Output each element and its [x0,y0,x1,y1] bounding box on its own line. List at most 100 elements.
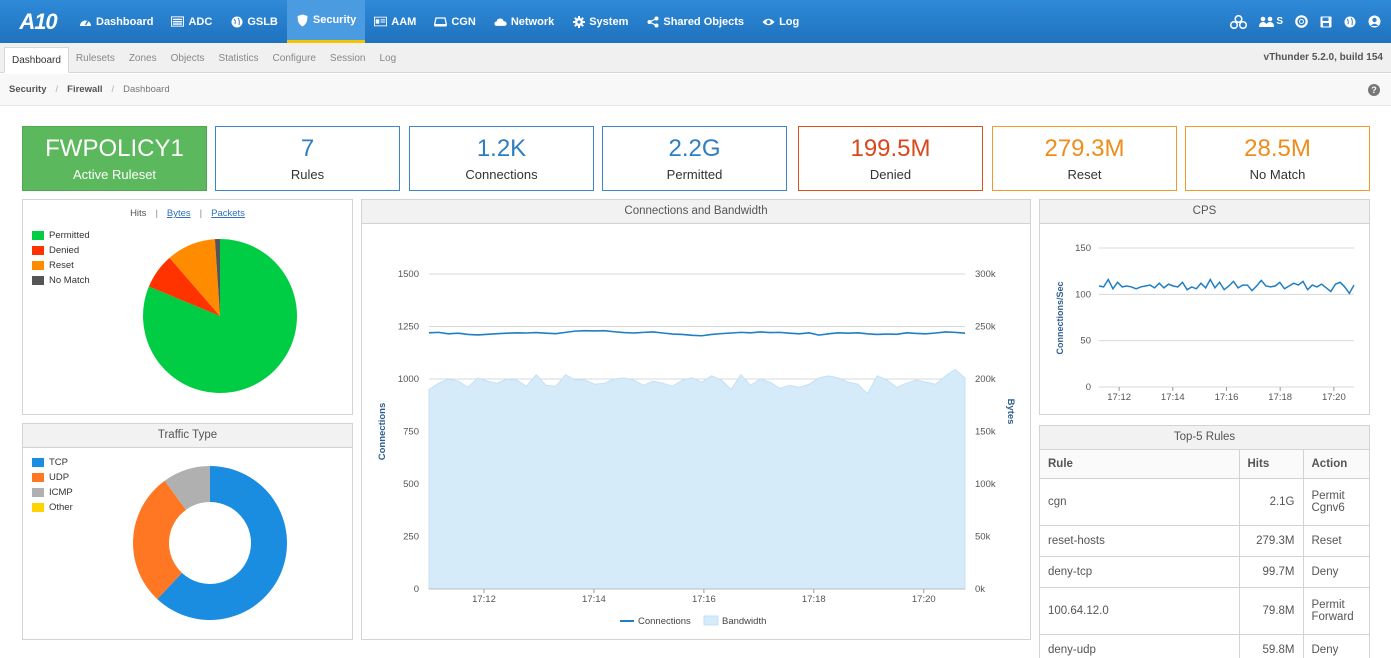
card-rules[interactable]: 7 Rules [215,126,400,191]
x-tick-label: 17:18 [1268,392,1292,403]
nav-cgn[interactable]: CGN [425,0,484,43]
a10-logo[interactable]: A10 [19,8,57,34]
cell-action: Deny [1303,556,1369,588]
panel-title: CPS [1040,200,1369,224]
tab-packets[interactable]: Packets [211,208,245,219]
breadcrumb-security[interactable]: Security [9,84,47,95]
nav-system[interactable]: System [563,0,637,43]
nav-label: System [589,15,629,28]
top-nav: A10 Dashboard ADC GSLB Security AAM CGN [0,0,1391,43]
connections-bandwidth-chart: 0 250 500 750 1000 1250 1500 0k 50k 100k 150k 200k 2… [377,269,1016,627]
y-tick-label: 250 [403,532,419,543]
hits-pie-chart [143,239,297,393]
save-icon[interactable] [1320,16,1332,28]
lifebuoy-icon[interactable] [1295,15,1308,28]
card-permitted[interactable]: 2.2G Permitted [602,126,787,191]
nav-aam[interactable]: AAM [365,0,425,43]
table-row[interactable]: reset-hosts 279.3M Reset [1040,525,1369,557]
tab-bytes[interactable]: Bytes [166,208,191,219]
eye-icon [762,15,775,28]
x-tick-label: 17:16 [692,594,716,605]
card-active-ruleset[interactable]: FWPOLICY1 Active Ruleset [22,126,207,191]
traffic-donut-chart [133,466,288,620]
y-tick-label: 750 [403,427,419,438]
card-value: FWPOLICY1 [45,135,184,162]
cell-action: Reset [1303,525,1369,557]
globe-language-icon[interactable] [1344,16,1356,28]
globe-icon [230,15,243,28]
legend-item[interactable]: Permitted [32,228,90,243]
y-tick-label: 1500 [398,269,419,280]
table-row[interactable]: cgn 2.1G Permit Cgnv6 [1040,478,1369,526]
card-value: 2.2G [668,135,721,162]
shield-icon [296,14,309,27]
breadcrumb: Security / Firewall / Dashboard ? [0,74,1391,106]
user-icon[interactable] [1368,15,1381,28]
legend-item[interactable]: Other [32,500,73,515]
partition-label: S [1276,16,1283,27]
subtab-log[interactable]: Log [379,53,397,64]
nav-gslb[interactable]: GSLB [221,0,287,43]
tab-hits[interactable]: Hits [130,208,147,219]
legend-swatch [32,276,44,285]
legend-item[interactable]: UDP [32,470,73,485]
card-value: 28.5M [1244,135,1311,162]
help-icon[interactable]: ? [1368,84,1380,96]
subtab-objects[interactable]: Objects [170,53,205,64]
nav-log[interactable]: Log [753,0,808,43]
legend-swatch [32,473,44,482]
legend-item[interactable]: Denied [32,243,90,258]
card-label: No Match [1249,167,1306,182]
cell-hits: 99.7M [1239,556,1304,588]
card-no-match[interactable]: 28.5M No Match [1185,126,1370,191]
subtab-configure[interactable]: Configure [272,53,316,64]
subtab-rulesets[interactable]: Rulesets [75,53,115,64]
breadcrumb-separator: / [55,84,59,95]
nav-label: Security [312,14,357,26]
card-reset[interactable]: 279.3M Reset [992,126,1177,191]
table-row[interactable]: deny-tcp 99.7M Deny [1040,556,1369,588]
table-header-row: Rule Hits Action [1040,450,1369,479]
card-value: 7 [300,135,315,162]
card-connections[interactable]: 1.2K Connections [409,126,594,191]
nav-dashboard[interactable]: Dashboard [70,0,162,43]
y2-tick-label: 0k [975,584,985,595]
legend-item[interactable]: ICMP [32,485,73,500]
subtab-session[interactable]: Session [329,53,366,64]
subtab-zones[interactable]: Zones [128,53,157,64]
breadcrumb-firewall[interactable]: Firewall [67,84,103,95]
nav-network[interactable]: Network [485,0,563,43]
card-label: Permitted [666,167,723,182]
dashboard-content: FWPOLICY1 Active Ruleset 7 Rules 1.2K Co… [10,115,1381,658]
legend-label: ICMP [49,487,73,498]
id-card-icon [374,15,388,28]
nav-adc[interactable]: ADC [162,0,221,43]
table-row[interactable]: deny-udp 59.8M Deny [1040,634,1369,658]
x-tick-label: 17:14 [1161,392,1185,403]
legend-swatch [32,246,44,255]
nav-label: AAM [391,15,417,28]
column-header-rule[interactable]: Rule [1040,450,1240,479]
legend-item[interactable]: Reset [32,258,90,273]
card-denied[interactable]: 199.5M Denied [798,126,983,191]
subtab-dashboard[interactable]: Dashboard [4,47,69,73]
cluster-icon[interactable] [1230,14,1248,29]
legend-item[interactable]: No Match [32,273,90,288]
top-rules-panel: Top-5 Rules Rule Hits Action cgn 2.1G Pe… [1039,425,1370,658]
y-tick-label: 50 [1080,336,1091,347]
nav-shared-objects[interactable]: Shared Objects [637,0,753,43]
legend-swatch [32,503,44,512]
nav-security[interactable]: Security [286,0,366,43]
card-value: 1.2K [476,135,527,162]
card-label: Active Ruleset [72,167,157,182]
column-header-hits[interactable]: Hits [1239,450,1304,479]
partition-icon[interactable]: S [1259,16,1283,28]
subtab-statistics[interactable]: Statistics [218,53,259,64]
legend-item[interactable]: TCP [32,455,73,470]
column-header-action[interactable]: Action [1303,450,1369,479]
cloud-icon [494,15,507,28]
pie-slice [214,239,220,316]
sub-tabs: Dashboard Rulesets Zones Objects Statist… [0,43,1391,73]
hits-panel: Hits | Bytes | Packets Permitted Denied Rese… [22,199,353,415]
table-row[interactable]: 100.64.12.0 79.8M Permit Forward [1040,587,1369,635]
